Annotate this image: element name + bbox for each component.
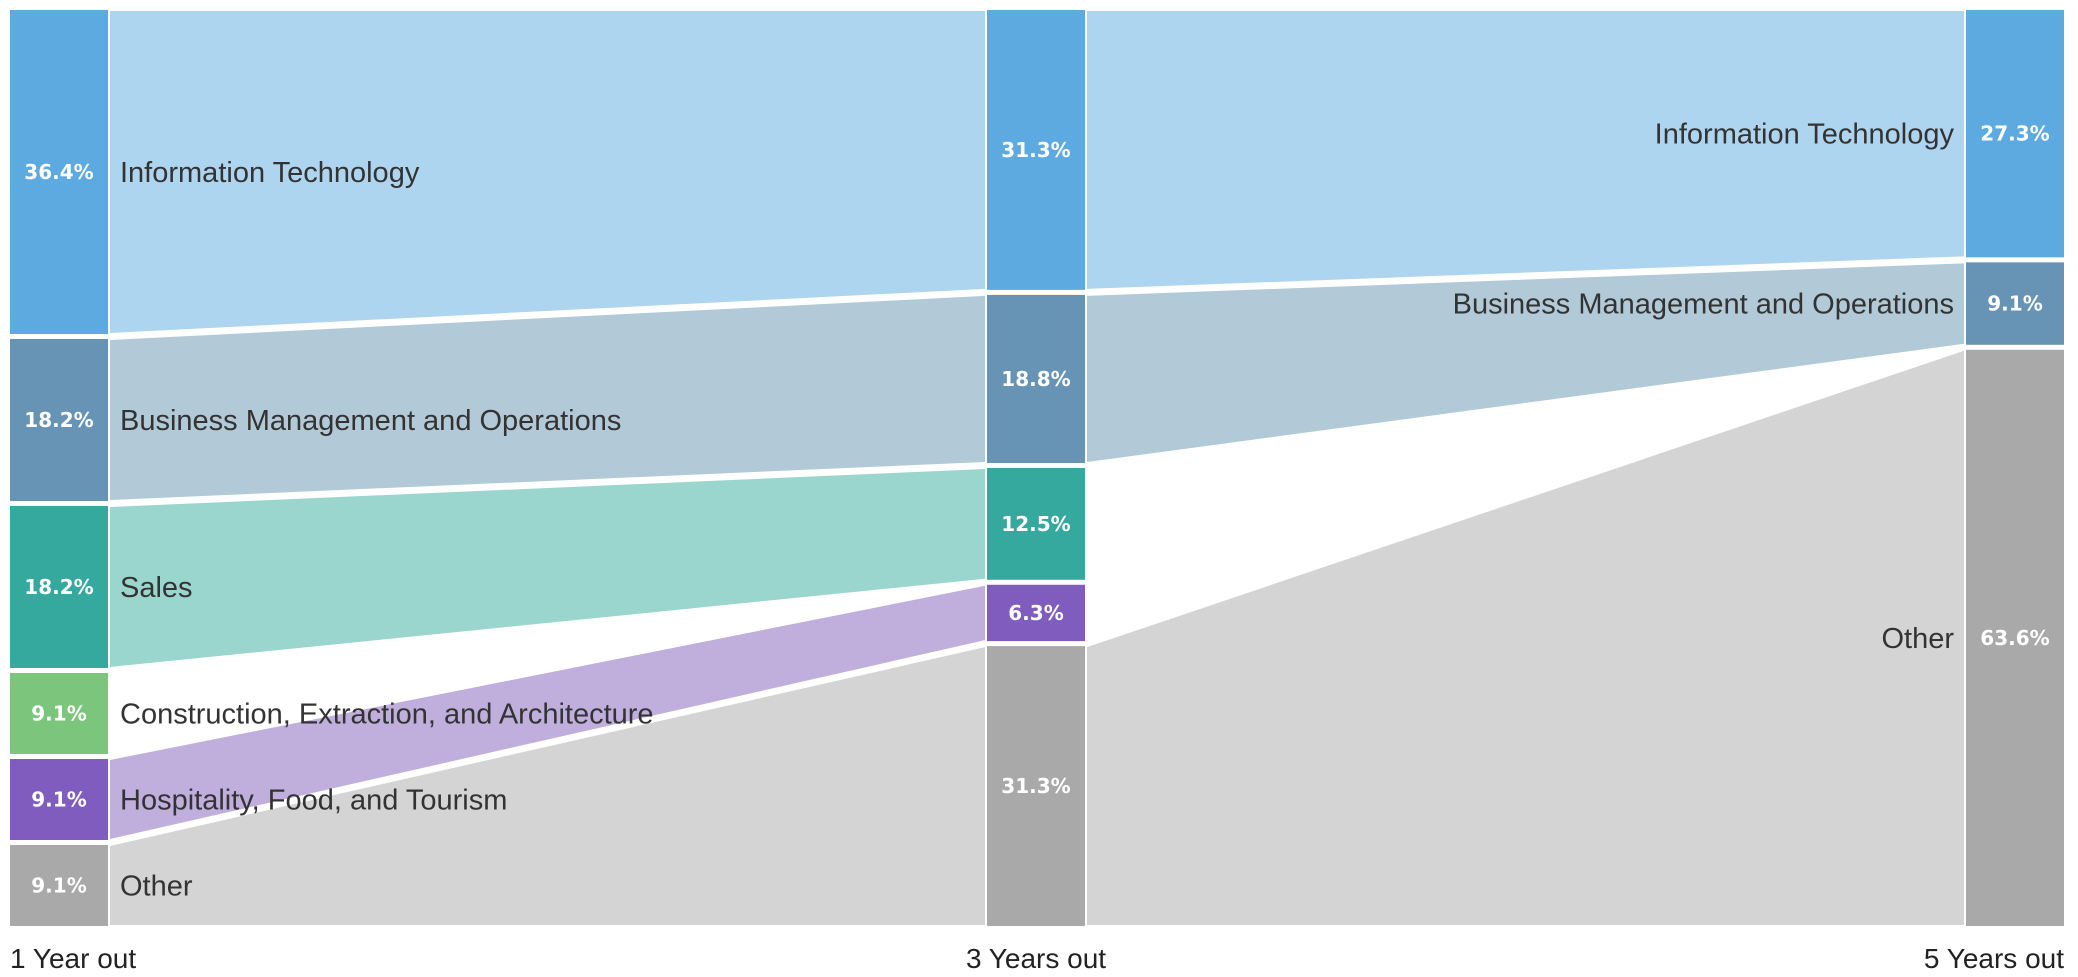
- value-label-sales-stage-1: 12.5%: [1001, 512, 1070, 536]
- category-label-business-management-and-operations-stage-2: Business Management and Operations: [1453, 289, 1954, 321]
- flow-other-stage-0: [110, 647, 985, 925]
- flow-information-technology-stage-0: [110, 11, 985, 333]
- value-label-sales-stage-0: 18.2%: [24, 575, 93, 599]
- node-business-management-and-operations-stage-2: [1966, 262, 2064, 345]
- category-label-information-technology-stage-2: Information Technology: [1655, 119, 1955, 151]
- flow-sales-stage-0: [110, 469, 985, 667]
- flow-business-management-and-operations-stage-0: [110, 295, 985, 500]
- node-information-technology-stage-2: [1966, 10, 2064, 258]
- value-label-business-management-and-operations-stage-2: 9.1%: [1987, 292, 2042, 316]
- column-label-5-years-out: 5 Years out: [1924, 943, 2064, 974]
- value-label-other-stage-0: 9.1%: [31, 874, 86, 898]
- value-label-business-management-and-operations-stage-0: 18.2%: [24, 408, 93, 432]
- column-label-3-years-out: 3 Years out: [966, 943, 1106, 974]
- node-other-stage-2: [1966, 349, 2064, 926]
- column-labels: 1 Year out 3 Years out 5 Years out: [10, 943, 2064, 974]
- flow-hospitality-food-and-tourism-stage-0: [110, 585, 985, 839]
- category-label-other-stage-2: Other: [1881, 623, 1954, 655]
- flows-layer: [110, 11, 1964, 925]
- node-construction-extraction-and-architecture-stage-0: [10, 673, 108, 754]
- column-label-1-year-out: 1 Year out: [10, 943, 136, 974]
- value-label-information-technology-stage-1: 31.3%: [1001, 138, 1070, 162]
- node-hospitality-food-and-tourism-stage-0: [10, 759, 108, 840]
- flow-information-technology-stage-1: [1087, 11, 1964, 289]
- node-other-stage-0: [10, 845, 108, 926]
- value-label-business-management-and-operations-stage-1: 18.8%: [1001, 367, 1070, 391]
- nodes-layer: [10, 10, 2064, 926]
- flow-business-management-and-operations-stage-1: [1087, 263, 1964, 462]
- node-hospitality-food-and-tourism-stage-1: [987, 584, 1085, 642]
- node-business-management-and-operations-stage-1: [987, 294, 1085, 463]
- category-label-sales-stage-0: Sales: [120, 572, 193, 604]
- flow-other-stage-1: [1087, 350, 1964, 925]
- value-label-information-technology-stage-0: 36.4%: [24, 160, 93, 184]
- category-label-information-technology-stage-0: Information Technology: [120, 157, 420, 189]
- node-business-management-and-operations-stage-0: [10, 339, 108, 501]
- value-label-hospitality-food-and-tourism-stage-1: 6.3%: [1008, 601, 1063, 625]
- value-label-other-stage-1: 31.3%: [1001, 774, 1070, 798]
- value-label-hospitality-food-and-tourism-stage-0: 9.1%: [31, 788, 86, 812]
- node-sales-stage-0: [10, 506, 108, 668]
- category-label-construction-extraction-and-architecture-stage-0: Construction, Extraction, and Architectu…: [120, 699, 654, 731]
- value-label-information-technology-stage-2: 27.3%: [1980, 122, 2049, 146]
- value-label-construction-extraction-and-architecture-stage-0: 9.1%: [31, 702, 86, 726]
- category-label-hospitality-food-and-tourism-stage-0: Hospitality, Food, and Tourism: [120, 785, 507, 817]
- labels-layer: 36.4% Information Technology 18.2% Business…: [24, 119, 2049, 903]
- node-sales-stage-1: [987, 468, 1085, 580]
- node-information-technology-stage-0: [10, 10, 108, 334]
- category-label-other-stage-0: Other: [120, 871, 193, 903]
- node-information-technology-stage-1: [987, 10, 1085, 290]
- node-other-stage-1: [987, 646, 1085, 926]
- value-label-other-stage-2: 63.6%: [1980, 626, 2049, 650]
- category-label-business-management-and-operations-stage-0: Business Management and Operations: [120, 405, 621, 437]
